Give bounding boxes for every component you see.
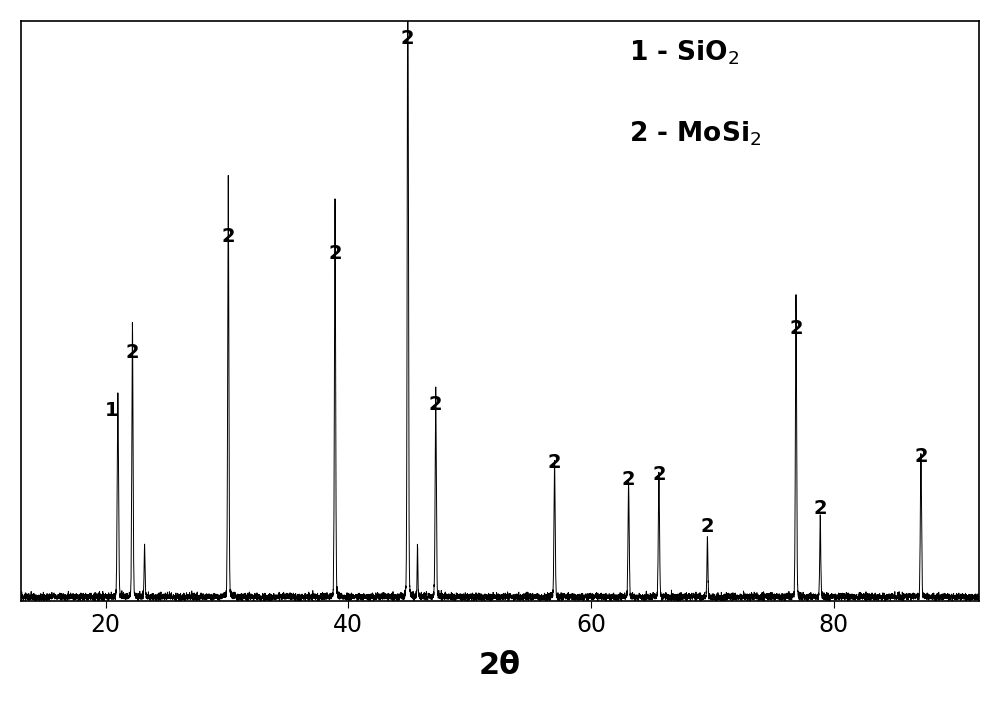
Text: 2: 2: [701, 517, 714, 536]
Text: 2: 2: [789, 320, 803, 339]
Text: 2: 2: [652, 465, 666, 484]
Text: 2 - MoSi$_2$: 2 - MoSi$_2$: [629, 120, 762, 148]
Text: 2: 2: [328, 244, 342, 263]
Text: 2: 2: [914, 447, 928, 466]
Text: 2: 2: [429, 395, 443, 414]
Text: 1: 1: [105, 401, 119, 420]
Text: 2: 2: [548, 453, 561, 472]
Text: 2: 2: [813, 499, 827, 519]
Text: 2: 2: [401, 29, 415, 48]
Text: 2: 2: [221, 226, 235, 245]
X-axis label: 2θ: 2θ: [479, 651, 521, 680]
Text: 2: 2: [126, 343, 139, 362]
Text: 2: 2: [622, 470, 635, 489]
Text: 1 - SiO$_2$: 1 - SiO$_2$: [629, 39, 740, 67]
